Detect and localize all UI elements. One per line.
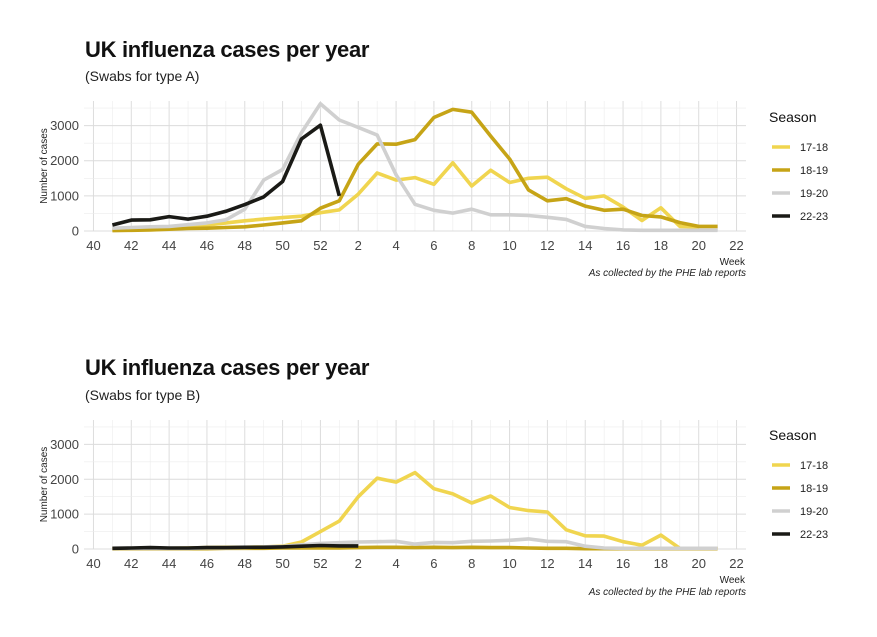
x-tick-label: 14 (578, 238, 592, 253)
series-lines (111, 102, 718, 233)
x-tick-label: 20 (691, 238, 705, 253)
series-line-18-19 (112, 107, 718, 233)
x-tick-label: 40 (86, 556, 100, 571)
series-line-22-23 (112, 543, 359, 551)
x-tick-label: 2 (355, 238, 362, 253)
chart-subtitle: (Swabs for type A) (85, 68, 200, 84)
y-tick-label: 0 (72, 224, 79, 239)
x-tick-label: 4 (392, 238, 399, 253)
x-tick-label: 44 (162, 238, 176, 253)
x-tick-label: 48 (238, 238, 252, 253)
legend: Season 17-18 18-19 19-20 22-23 (769, 427, 828, 541)
chart-panel-type-b: UK influenza cases per year (Swabs for t… (0, 318, 877, 636)
y-tick-label: 1000 (50, 188, 79, 203)
x-tick-label: 18 (654, 556, 668, 571)
legend-label: 22-23 (800, 529, 828, 541)
x-tick-label: 14 (578, 556, 592, 571)
y-tick-label: 2000 (50, 153, 79, 168)
series-line-22-23 (111, 123, 342, 227)
y-tick-label: 3000 (50, 118, 79, 133)
legend-label: 18-19 (800, 483, 828, 495)
x-tick-label: 20 (691, 556, 705, 571)
legend-label: 17-18 (800, 460, 828, 472)
x-tick-label: 16 (616, 238, 630, 253)
x-tick-label: 8 (468, 238, 475, 253)
x-tick-label: 6 (430, 556, 437, 571)
grid (84, 420, 746, 550)
chart-caption: As collected by the PHE lab reports (588, 587, 746, 598)
series-line-17-18 (112, 161, 699, 232)
y-tick-label: 0 (72, 542, 79, 557)
x-tick-label: 50 (275, 556, 289, 571)
x-tick-label: 4 (392, 556, 399, 571)
chart-caption: As collected by the PHE lab reports (588, 268, 746, 279)
legend-label: 22-23 (800, 211, 828, 223)
x-tick-label: 40 (86, 238, 100, 253)
grid (84, 101, 746, 232)
legend-label: 18-19 (800, 165, 828, 177)
y-tick-label: 3000 (50, 437, 79, 452)
x-tick-label: 22 (729, 238, 743, 253)
x-tick-label: 42 (124, 556, 138, 571)
x-tick-label: 52 (313, 556, 327, 571)
y-axis-title: Number of cases (39, 447, 50, 523)
x-tick-label: 12 (540, 238, 554, 253)
x-tick-label: 48 (238, 556, 252, 571)
x-tick-label: 8 (468, 556, 475, 571)
x-tick-label: 2 (355, 556, 362, 571)
x-tick-label: 10 (502, 238, 516, 253)
x-tick-label: 10 (502, 556, 516, 571)
chart-subtitle: (Swabs for type B) (85, 387, 201, 403)
x-axis-title: Week (720, 575, 746, 586)
x-axis-title: Week (720, 257, 746, 268)
chart-panel-type-a: UK influenza cases per year (Swabs for t… (0, 0, 877, 318)
x-tick-label: 12 (540, 556, 554, 571)
x-tick-label: 22 (729, 556, 743, 571)
x-tick-label: 42 (124, 238, 138, 253)
y-axis-title: Number of cases (39, 128, 50, 204)
x-tick-label: 52 (313, 238, 327, 253)
legend-label: 19-20 (800, 506, 828, 518)
series-line-19-20 (112, 102, 718, 233)
legend-title: Season (769, 427, 816, 443)
chart-title: UK influenza cases per year (85, 355, 370, 380)
x-tick-label: 16 (616, 556, 630, 571)
legend: Season 17-18 18-19 19-20 22-23 (769, 109, 828, 223)
x-tick-label: 18 (654, 238, 668, 253)
legend-label: 19-20 (800, 188, 828, 200)
x-tick-label: 44 (162, 556, 176, 571)
x-tick-label: 46 (200, 556, 214, 571)
legend-title: Season (769, 109, 816, 125)
chart-title: UK influenza cases per year (85, 37, 370, 62)
legend-label: 17-18 (800, 142, 828, 154)
x-tick-label: 50 (275, 238, 289, 253)
x-tick-label: 46 (200, 238, 214, 253)
y-tick-label: 1000 (50, 507, 79, 522)
x-tick-label: 6 (430, 238, 437, 253)
y-tick-label: 2000 (50, 472, 79, 487)
series-lines (112, 470, 718, 551)
